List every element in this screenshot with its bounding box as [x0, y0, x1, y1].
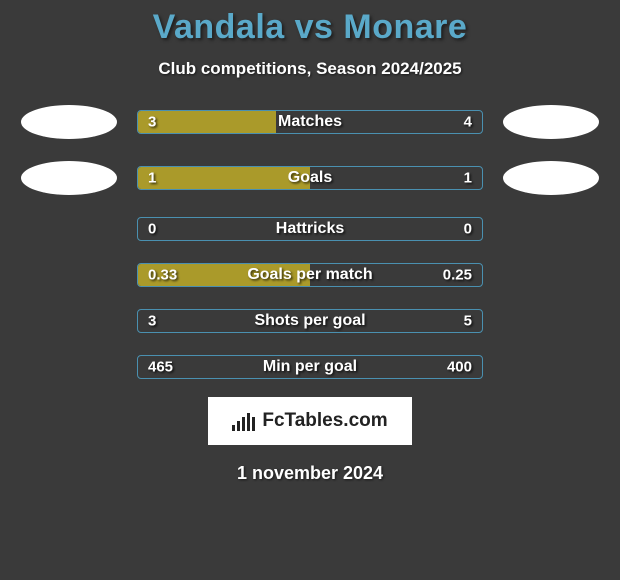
stat-value-left: 1	[148, 170, 156, 187]
stat-bar: 0.33 Goals per match 0.25	[137, 263, 483, 287]
stat-value-right: 0	[464, 221, 472, 238]
stat-value-left: 3	[148, 114, 156, 131]
stat-value-right: 400	[447, 359, 472, 376]
logo-bar	[247, 413, 250, 431]
stats-container: 3 Matches 4 1 Goals 1 0 Hattricks 0 0.33 Goals per…	[0, 105, 620, 379]
logo-bar	[252, 417, 255, 431]
vs-text: vs	[295, 8, 334, 46]
chart-icon	[232, 411, 256, 431]
stat-value-right: 0.25	[443, 267, 472, 284]
stat-row: 465 Min per goal 400	[0, 355, 620, 379]
player1-avatar	[21, 105, 117, 139]
stat-row: 3 Shots per goal 5	[0, 309, 620, 333]
fctables-logo: FcTables.com	[208, 397, 412, 445]
stat-row: 0.33 Goals per match 0.25	[0, 263, 620, 287]
stat-value-right: 4	[464, 114, 472, 131]
stat-row: 3 Matches 4	[0, 105, 620, 139]
logo-bar	[237, 421, 240, 431]
stat-bar: 3 Matches 4	[137, 110, 483, 134]
player1-avatar	[21, 161, 117, 195]
stat-label: Goals per match	[247, 266, 372, 284]
stat-label: Shots per goal	[254, 312, 365, 330]
stat-value-right: 1	[464, 170, 472, 187]
player2-avatar	[503, 161, 599, 195]
stat-label: Goals	[288, 169, 332, 187]
stat-bar: 1 Goals 1	[137, 166, 483, 190]
stat-bar: 3 Shots per goal 5	[137, 309, 483, 333]
stat-row: 0 Hattricks 0	[0, 217, 620, 241]
stat-label: Min per goal	[263, 358, 357, 376]
player2-name: Monare	[343, 8, 467, 46]
stat-row: 1 Goals 1	[0, 161, 620, 195]
page-title: Vandala vs Monare	[153, 8, 468, 47]
player2-avatar	[503, 105, 599, 139]
logo-text: FcTables.com	[262, 410, 387, 432]
subtitle: Club competitions, Season 2024/2025	[158, 59, 461, 79]
stat-bar: 0 Hattricks 0	[137, 217, 483, 241]
date-label: 1 november 2024	[237, 463, 383, 484]
stat-label: Matches	[278, 113, 342, 131]
stat-value-left: 3	[148, 313, 156, 330]
stat-bar: 465 Min per goal 400	[137, 355, 483, 379]
stat-label: Hattricks	[276, 220, 344, 238]
stat-value-left: 0	[148, 221, 156, 238]
bar-fill-left	[138, 167, 310, 189]
logo-bar	[242, 417, 245, 431]
stat-value-left: 465	[148, 359, 173, 376]
stat-value-left: 0.33	[148, 267, 177, 284]
logo-bar	[232, 425, 235, 431]
stat-value-right: 5	[464, 313, 472, 330]
bar-fill-left	[138, 111, 276, 133]
player1-name: Vandala	[153, 8, 285, 46]
